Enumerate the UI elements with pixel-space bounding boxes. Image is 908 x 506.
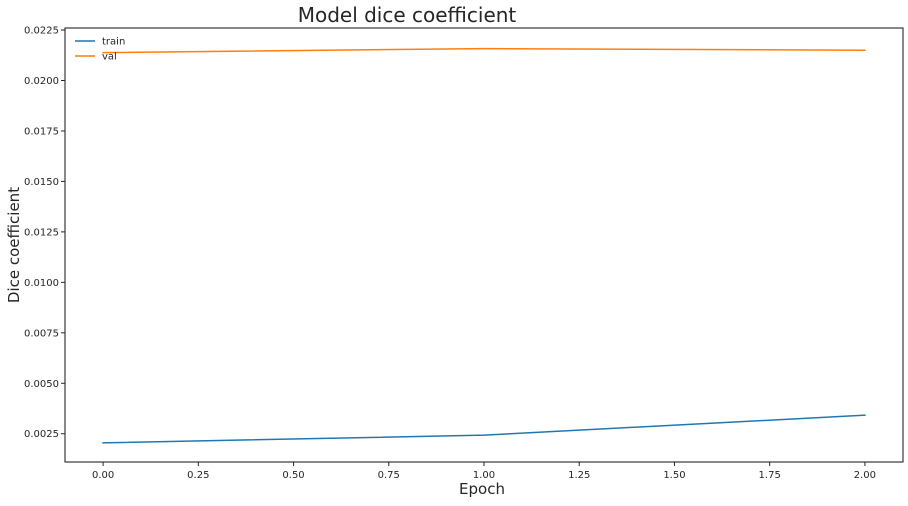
legend: train val bbox=[75, 37, 125, 63]
chart-title: Model dice coefficient bbox=[298, 3, 517, 27]
x-tick-label: 1.50 bbox=[663, 470, 685, 481]
y-axis-ticks: 0.0025 0.0050 0.0075 0.0100 0.0125 0.0150 0.01… bbox=[24, 26, 65, 440]
x-tick-label: 0.75 bbox=[378, 470, 400, 481]
series-layer bbox=[102, 47, 866, 444]
x-tick-label: 0.00 bbox=[92, 470, 114, 481]
legend-label-val: val bbox=[102, 52, 117, 63]
y-tick-label: 0.0150 bbox=[24, 177, 59, 188]
x-tick-label: 1.75 bbox=[759, 470, 781, 481]
y-tick-label: 0.0050 bbox=[24, 379, 59, 390]
legend-label-train: train bbox=[102, 37, 125, 48]
series-line-val bbox=[102, 47, 866, 54]
y-tick-label: 0.0025 bbox=[24, 429, 59, 440]
y-tick-label: 0.0075 bbox=[24, 328, 59, 339]
x-tick-label: 0.25 bbox=[187, 470, 209, 481]
x-tick-label: 1.00 bbox=[473, 470, 495, 481]
x-tick-label: 0.50 bbox=[282, 470, 304, 481]
y-tick-label: 0.0100 bbox=[24, 278, 59, 289]
y-tick-label: 0.0175 bbox=[24, 126, 59, 137]
y-axis-label: Dice coefficient bbox=[5, 187, 23, 303]
x-axis-label: Epoch bbox=[459, 480, 505, 498]
series-line-train bbox=[102, 414, 866, 444]
y-tick-label: 0.0200 bbox=[24, 76, 59, 87]
plot-frame bbox=[64, 27, 904, 463]
x-axis-ticks: 0.00 0.25 0.50 0.75 1.00 1.25 1.50 1.75 2.00 bbox=[92, 462, 876, 481]
y-tick-label: 0.0225 bbox=[24, 26, 59, 37]
plot-background bbox=[65, 28, 903, 462]
x-tick-label: 2.00 bbox=[854, 470, 876, 481]
x-tick-label: 1.25 bbox=[568, 470, 590, 481]
y-tick-label: 0.0125 bbox=[24, 227, 59, 238]
